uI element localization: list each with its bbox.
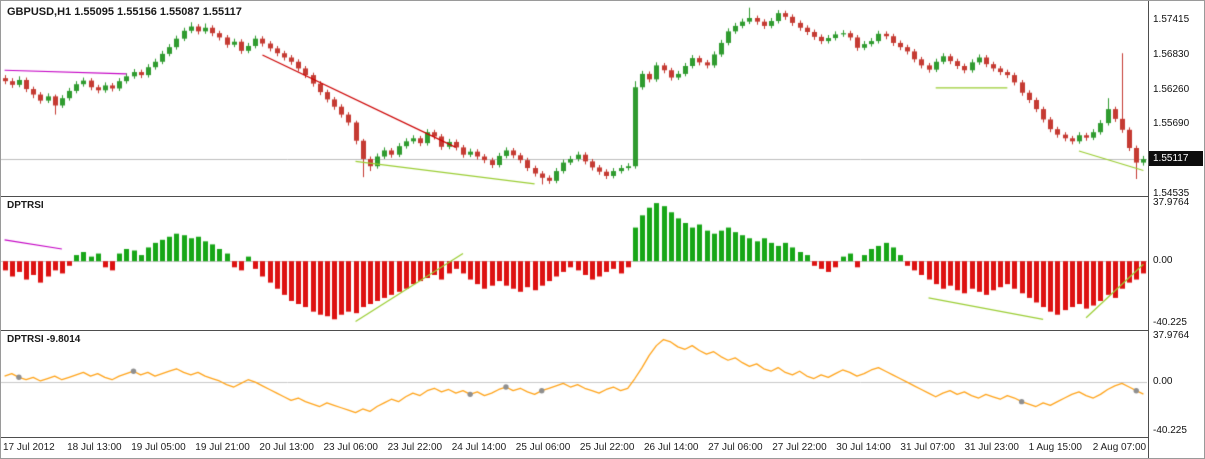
axis-tick-label: 37.9764 [1153, 329, 1190, 341]
time-axis-label: 24 Jul 14:00 [451, 442, 507, 453]
axis-tick-label: 37.9764 [1153, 197, 1190, 209]
time-axis-label: 27 Jul 22:00 [772, 442, 827, 453]
price-scale-border [1148, 1, 1149, 458]
time-axis-label: 20 Jul 13:00 [259, 442, 314, 453]
time-axis-label: 27 Jul 06:00 [708, 442, 763, 453]
time-axis-label: 2 Aug 07:00 [1092, 442, 1147, 453]
indicator1-histogram-canvas[interactable] [1, 197, 1147, 330]
panel-splitter-2[interactable] [1, 330, 1148, 331]
time-axis-label: 18 Jul 13:00 [67, 442, 122, 453]
indicator2-line-canvas[interactable] [1, 331, 1147, 437]
time-axis-label: 23 Jul 22:00 [387, 442, 443, 453]
time-axis-label: 26 Jul 14:00 [644, 442, 699, 453]
axis-tick-label: 0.00 [1153, 376, 1173, 388]
time-axis-label: 30 Jul 14:00 [836, 442, 891, 453]
time-axis-label: 23 Jul 06:00 [323, 442, 379, 453]
time-axis-label: 17 Jul 2012 [3, 442, 55, 453]
panel-splitter-1[interactable] [1, 196, 1148, 197]
chart-plot-area: GBPUSD,H1 1.55095 1.55156 1.55087 1.5511… [1, 1, 1148, 458]
time-axis-label: 1 Aug 15:00 [1028, 442, 1082, 453]
indicator1-label: DPTRSI [7, 200, 44, 211]
time-axis-label: 19 Jul 05:00 [131, 442, 186, 453]
axis-tick-label: 0.00 [1153, 255, 1173, 267]
axis-tick-label: 1.56260 [1153, 83, 1190, 95]
main-price-chart-canvas[interactable] [1, 1, 1147, 196]
axis-tick-label: -40.225 [1153, 425, 1187, 437]
axis-tick-label: 1.55690 [1153, 118, 1190, 130]
time-axis-label: 25 Jul 22:00 [579, 442, 635, 453]
axis-tick-label: -40.225 [1153, 316, 1187, 328]
axis-tick-label: 1.57415 [1153, 13, 1190, 25]
current-price-tag: 1.55117 [1149, 151, 1203, 167]
price-scale[interactable]: 1.55117 1.57415 1.56830 1.56260 1.55690 1.54… [1149, 1, 1204, 458]
time-axis-label: 31 Jul 07:00 [900, 442, 955, 453]
indicator2-label: DPTRSI -9.8014 [7, 334, 81, 345]
symbol-ohlc-label: GBPUSD,H1 1.55095 1.55156 1.55087 1.5511… [7, 6, 242, 18]
time-axis[interactable]: 17 Jul 2012 18 Jul 13:00 19 Jul 05:00 19 Ju… [1, 438, 1148, 458]
time-axis-label: 19 Jul 21:00 [195, 442, 250, 453]
panel-splitter-3[interactable] [1, 437, 1148, 438]
time-axis-label: 25 Jul 06:00 [515, 442, 571, 453]
axis-tick-label: 1.56830 [1153, 49, 1190, 61]
axis-tick-label: 1.54535 [1153, 188, 1190, 200]
time-axis-label: 31 Jul 23:00 [964, 442, 1020, 453]
